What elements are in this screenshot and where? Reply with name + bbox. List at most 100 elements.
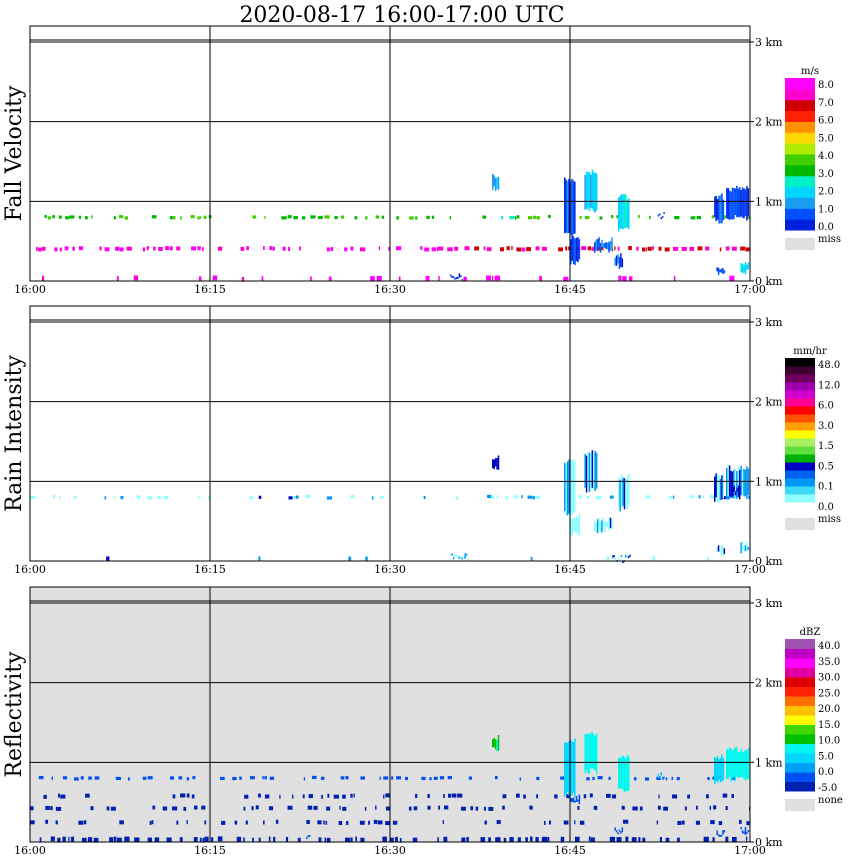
echo-pixel [746, 821, 750, 826]
legend-label: 48.0 [818, 360, 840, 371]
echo-pixel [564, 462, 566, 512]
echo-pixel [719, 478, 722, 500]
echo-pixel [738, 819, 742, 824]
legend-label: 20.0 [818, 704, 840, 715]
legend-swatch [785, 414, 815, 423]
echo-pixel [737, 752, 740, 778]
echo-pixel [378, 246, 381, 251]
echo-pixel [626, 199, 629, 228]
echo-pixel [399, 837, 402, 843]
echo-pixel [240, 246, 245, 251]
echo-pixel [578, 495, 583, 499]
echo-pixel [589, 793, 593, 798]
echo-pixel [359, 247, 366, 252]
echo-pixel [197, 216, 200, 220]
echo-pixel [169, 246, 173, 251]
x-tick-label: 17:00 [734, 563, 766, 576]
echo-pixel [571, 797, 573, 802]
echo-pixel [741, 187, 744, 218]
echo-pixel [614, 557, 617, 560]
echo-cell [450, 553, 469, 562]
echo-cell [714, 193, 725, 224]
echo-pixel [456, 496, 459, 500]
echo-pixel [712, 776, 715, 780]
echo-pixel [124, 216, 129, 220]
echo-pixel [571, 519, 573, 537]
echo-pixel [166, 837, 172, 843]
echo-pixel [669, 496, 673, 500]
echo-pixel [656, 820, 659, 825]
echo-pixel [720, 268, 723, 273]
echo-pixel [376, 275, 382, 281]
echo-pixel [723, 270, 726, 274]
echo-cell [716, 267, 726, 276]
echo-pixel [245, 820, 248, 825]
echo-pixel [731, 246, 737, 251]
echo-pixel [427, 794, 430, 799]
echo-pixel [348, 556, 352, 561]
echo-pixel [494, 776, 498, 780]
echo-pixel [502, 805, 505, 810]
echo-pixel [308, 835, 311, 838]
echo-pixel [64, 246, 69, 251]
legend-label: 10.0 [818, 736, 840, 747]
legend-swatch [785, 430, 815, 439]
echo-pixel [536, 794, 539, 799]
echo-pixel [113, 216, 117, 220]
echo-pixel [731, 794, 734, 799]
legend-swatch [785, 715, 815, 725]
echo-pixel [169, 216, 173, 220]
echo-pixel [594, 735, 596, 771]
echo-pixel [663, 212, 665, 215]
legend-label: 0.5 [818, 461, 834, 472]
echo-pixel [530, 556, 533, 561]
echo-pixel [613, 555, 615, 558]
echo-pixel [465, 553, 468, 556]
echo-pixel [211, 837, 214, 842]
echo-pixel [720, 545, 723, 556]
echo-pixel [618, 757, 620, 789]
legend-swatch [785, 358, 815, 367]
echo-pixel [614, 246, 616, 251]
echo-pixel [672, 495, 675, 499]
echo-pixel [689, 246, 695, 251]
echo-pixel [326, 837, 331, 843]
echo-pixel [437, 837, 439, 843]
echo-pixel [126, 246, 132, 251]
panel-3: 16:00 16:15 16:30 16:45 17:000 km 1 km 2 km 3 k… [2, 586, 843, 857]
legend-swatch [785, 772, 815, 782]
echo-pixel [606, 242, 609, 250]
legend-swatch [785, 658, 815, 668]
legend-label: -5.0 [818, 783, 837, 794]
echo-pixel [593, 734, 595, 770]
echo-pixel [745, 836, 748, 842]
legend-swatch [785, 197, 815, 209]
echo-pixel [463, 276, 467, 282]
echo-pixel [115, 776, 121, 781]
echo-pixel [620, 193, 623, 229]
legend-label: 7.0 [818, 98, 834, 109]
echo-pixel [568, 459, 570, 514]
echo-pixel [451, 793, 457, 798]
echo-pixel [744, 749, 747, 781]
echo-pixel [513, 495, 518, 499]
echo-pixel [346, 821, 349, 825]
legend-label: 2.0 [818, 187, 834, 198]
echo-pixel [199, 216, 201, 220]
echo-pixel [457, 276, 459, 279]
echo-pixel [324, 215, 330, 219]
echo-cell [492, 735, 500, 752]
echo-pixel [609, 495, 614, 499]
echo-pixel [151, 215, 157, 219]
echo-pixel [151, 820, 154, 825]
echo-pixel [461, 557, 464, 560]
echo-pixel [327, 793, 330, 798]
echo-pixel [726, 468, 728, 497]
echo-pixel [626, 476, 629, 509]
echo-pixel [395, 246, 402, 251]
echo-pixel [618, 275, 622, 281]
echo-pixel [264, 794, 270, 799]
plot-frame [29, 25, 751, 282]
echo-pixel [392, 820, 396, 825]
echo-pixel [585, 171, 588, 210]
